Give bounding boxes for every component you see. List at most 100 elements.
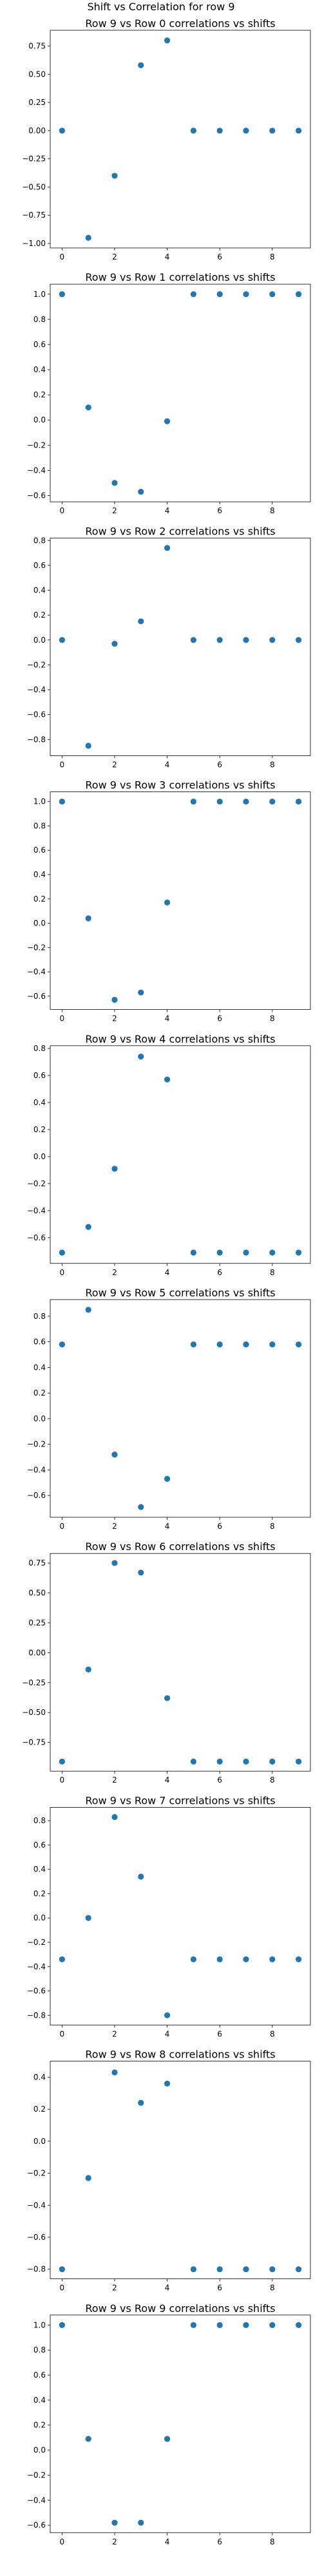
y-tick-label: 0.6 [33,1071,46,1080]
y-tick-label: 0.8 [33,1044,46,1053]
axes-frame [50,2315,311,2533]
axes-frame [50,1045,311,1264]
y-tick-label: −0.50 [22,1708,46,1717]
y-tick-label: 0.0 [33,919,46,928]
x-tick-label: 6 [217,2284,222,2293]
y-tick-label: −0.6 [27,1987,46,1996]
data-point [85,1666,91,1672]
data-point [111,1560,118,1566]
data-point [85,2175,91,2181]
data-point [216,2266,223,2273]
data-point [59,1758,65,1765]
x-tick-label: 6 [217,1014,222,1023]
data-point [138,989,144,996]
y-tick-label: 0.2 [33,2105,46,2114]
y-tick-label: −0.8 [27,735,46,744]
data-point [164,2012,171,2018]
x-tick-label: 6 [217,1776,222,1785]
y-tick-label: 0.4 [33,2072,46,2081]
x-tick-label: 8 [270,252,275,261]
data-point [59,799,65,805]
y-tick-label: 0.75 [28,1558,46,1567]
y-tick-label: 0.2 [33,611,46,620]
y-tick-label: 1.0 [33,290,46,299]
axes-frame [50,1806,311,2025]
y-tick-label: −0.25 [22,1678,46,1687]
x-tick-label: 4 [165,1522,170,1531]
subplot-title: Row 9 vs Row 6 correlations vs shifts [85,1540,275,1553]
y-tick-label: 0.2 [33,2421,46,2430]
subplot-panels: Row 9 vs Row 0 correlations vs shifts 0 2 4… [22,17,311,2546]
data-point [243,2266,249,2273]
x-tick-label: 2 [112,2537,117,2546]
y-tick-label: −0.75 [22,211,46,220]
data-point [243,799,249,805]
data-point [111,480,118,486]
data-point [296,128,302,134]
data-point [296,2322,302,2328]
y-tick-label: 0.8 [33,2345,46,2354]
y-tick-label: 0.4 [33,2396,46,2405]
y-tick-label: −0.4 [27,1962,46,1971]
data-point [138,2519,144,2526]
y-tick-label: 1.0 [33,797,46,806]
data-point [216,1341,223,1348]
axes-frame [50,30,311,249]
data-point [138,1053,144,1060]
y-tick-label: 0.25 [28,1618,46,1627]
x-tick-label: 2 [112,1522,117,1531]
data-point [216,1249,223,1256]
y-tick-label: −0.50 [22,182,46,191]
data-point [111,2519,118,2526]
subplot-title: Row 9 vs Row 5 correlations vs shifts [85,1287,275,1299]
x-tick-label: 6 [217,2537,222,2546]
data-point [59,637,65,643]
data-point [296,637,302,643]
data-point [296,1249,302,1256]
subplot-8: Row 9 vs Row 8 correlations vs shifts 0 2 4… [27,2049,311,2293]
subplot-title: Row 9 vs Row 9 correlations vs shifts [85,2302,275,2315]
data-point [269,2266,276,2273]
y-tick-label: 0.6 [33,2371,46,2380]
data-point [164,1695,171,1701]
data-point [59,2322,65,2328]
x-tick-label: 2 [112,2029,117,2038]
x-tick-label: 8 [270,2537,275,2546]
y-tick-label: 0.0 [33,636,46,645]
y-tick-label: 0.4 [33,1363,46,1372]
data-point [269,291,276,298]
x-tick-label: 0 [60,2537,65,2546]
x-tick-label: 4 [165,1268,170,1277]
data-point [296,1758,302,1765]
y-tick-label: −1.00 [22,239,46,248]
y-tick-label: 0.4 [33,1098,46,1107]
data-point [269,1249,276,1256]
data-point [296,799,302,805]
x-tick-label: 4 [165,506,170,515]
y-tick-label: 0.6 [33,340,46,349]
y-tick-label: 0.2 [33,1889,46,1898]
x-tick-label: 4 [165,2284,170,2293]
data-point [111,1166,118,1172]
subplot-2: Row 9 vs Row 2 correlations vs shifts 0 2 4… [27,525,311,769]
x-tick-label: 2 [112,760,117,769]
x-tick-label: 4 [165,252,170,261]
y-tick-label: 0.00 [28,126,46,135]
data-point [190,1249,197,1256]
x-tick-label: 8 [270,2029,275,2038]
data-point [85,1307,91,1313]
y-tick-label: −0.6 [27,491,46,500]
y-tick-label: −0.4 [27,685,46,694]
data-point [138,618,144,625]
data-point [216,1758,223,1765]
y-tick-label: 0.00 [28,1648,46,1657]
y-tick-label: 0.0 [33,2446,46,2455]
y-tick-label: 0.8 [33,1816,46,1825]
subplot-1: Row 9 vs Row 1 correlations vs shifts 0 2 4… [27,271,311,515]
data-point [269,2322,276,2328]
y-tick-label: 0.6 [33,1338,46,1347]
y-tick-label: 0.2 [33,1388,46,1397]
data-point [243,1249,249,1256]
x-tick-label: 8 [270,2284,275,2293]
x-tick-label: 2 [112,1014,117,1023]
